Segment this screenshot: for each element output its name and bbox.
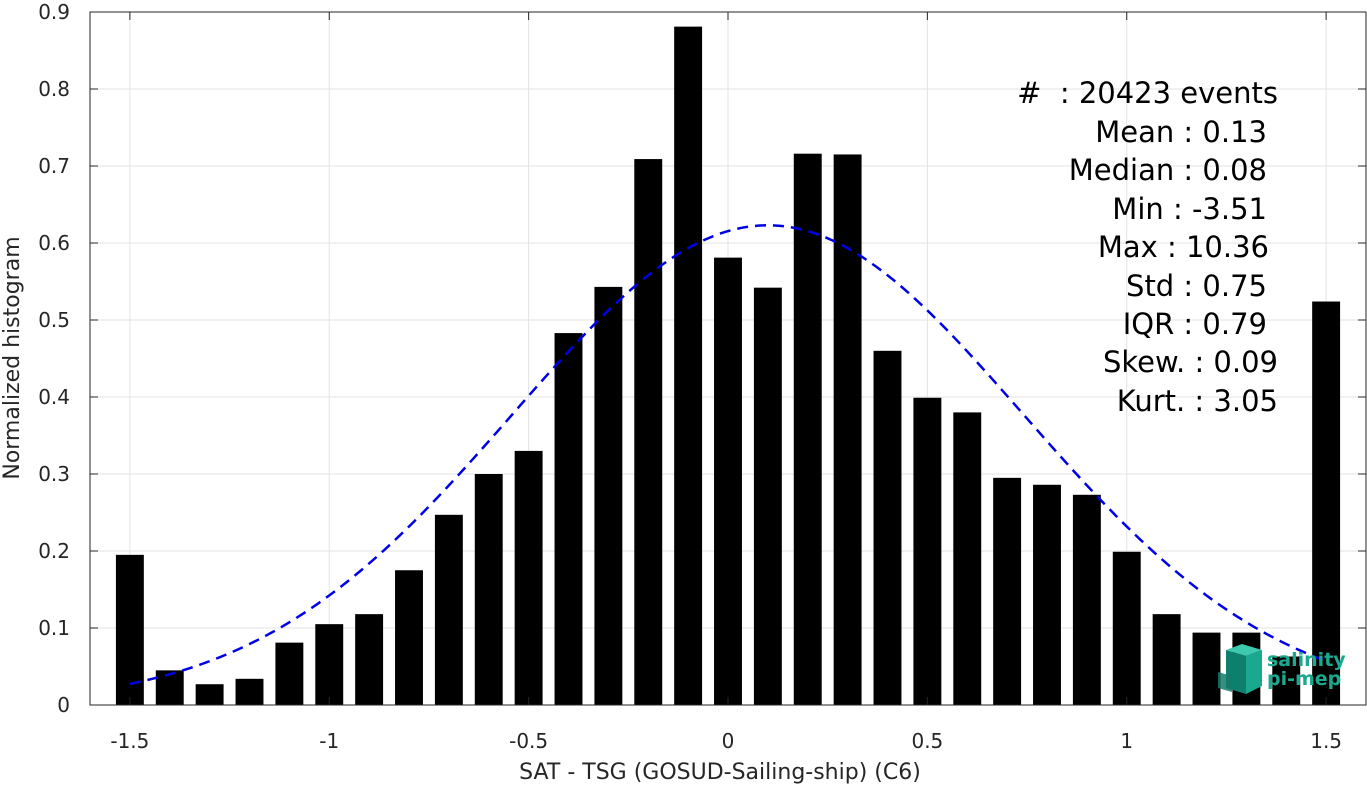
histogram-bar	[594, 286, 623, 705]
stat-std: Std : 0.75	[1126, 269, 1267, 303]
x-tick-label: 1	[1120, 729, 1133, 753]
stat-skew: Skew. : 0.09	[1103, 345, 1278, 379]
normal-fit-curve	[129, 224, 1327, 686]
histogram-bar	[1192, 632, 1221, 705]
histogram-bar	[195, 684, 224, 705]
histogram-bar	[1033, 484, 1061, 705]
y-tick-labels: 0 0.1 0.2 0.3 0.4 0.5 0.6 0.7 0.8 0.9	[38, 0, 70, 717]
histogram-bars	[115, 26, 1341, 705]
stat-median: Median : 0.08	[1069, 153, 1267, 187]
x-tick-label: -1.5	[110, 729, 149, 753]
axis-ticks	[90, 11, 1366, 706]
histogram-bar	[674, 26, 703, 705]
y-tick-label: 0	[57, 693, 70, 717]
y-tick-label: 0.1	[38, 616, 70, 640]
stat-kurt: Kurt. : 3.05	[1117, 384, 1278, 418]
stat-iqr: IQR : 0.79	[1123, 307, 1267, 341]
y-tick-label: 0.8	[38, 77, 70, 101]
histogram-bar	[355, 614, 384, 705]
histogram-bar	[474, 474, 503, 705]
y-tick-label: 0.3	[38, 462, 70, 486]
histogram-bar	[993, 477, 1022, 705]
stat-min: Min : -3.51	[1112, 192, 1267, 226]
histogram-bar	[753, 287, 782, 705]
logo-cube-icon	[1218, 644, 1262, 694]
x-tick-label: -0.5	[509, 729, 548, 753]
histogram-bar	[793, 153, 822, 705]
stat-mean: Mean : 0.13	[1095, 115, 1267, 149]
histogram-bar	[833, 154, 862, 705]
histogram-bar	[155, 670, 184, 705]
histogram-bar	[235, 678, 264, 705]
histogram-bar	[275, 642, 304, 705]
histogram-bar	[1272, 656, 1301, 705]
y-tick-label: 0.6	[38, 231, 70, 255]
histogram-bar	[514, 450, 543, 705]
logo-line-2: pi-mep	[1267, 668, 1341, 690]
histogram-bar	[434, 514, 463, 705]
stat-events: # : 20423 events	[1017, 76, 1278, 110]
histogram-bar	[115, 554, 144, 705]
stat-max: Max : 10.36	[1098, 230, 1269, 264]
histogram-bar	[953, 412, 982, 705]
y-axis-title: Normalized histogram	[0, 236, 25, 479]
y-tick-label: 0.7	[38, 154, 70, 178]
histogram-bar	[554, 333, 583, 705]
histogram-bar	[873, 350, 902, 705]
histogram-bar	[634, 159, 663, 705]
logo-line-1: salinity	[1267, 649, 1346, 671]
y-tick-label: 0.4	[38, 385, 70, 409]
x-tick-label: 0.5	[911, 729, 943, 753]
histogram-bar	[1072, 494, 1101, 705]
histogram-bar	[315, 624, 344, 705]
histogram-bar	[1152, 614, 1181, 705]
x-tick-label: -1	[319, 729, 339, 753]
y-tick-label: 0.9	[38, 0, 70, 24]
histogram-bar	[714, 257, 742, 705]
x-tick-label: 0	[722, 729, 735, 753]
histogram-bar	[395, 570, 423, 705]
histogram-bar	[1312, 301, 1341, 705]
histogram-bar	[1112, 551, 1141, 705]
salinity-pimep-logo: salinity pi-mep	[1218, 644, 1346, 694]
x-tick-labels: -1.5 -1 -0.5 0 0.5 1 1.5	[110, 729, 1342, 753]
y-tick-label: 0.2	[38, 539, 70, 563]
y-tick-label: 0.5	[38, 308, 70, 332]
statistics-box: # : 20423 events Mean : 0.13 Median : 0.…	[1017, 76, 1278, 418]
histogram-bar	[913, 397, 942, 705]
x-axis-title: SAT - TSG (GOSUD-Sailing-ship) (C6)	[519, 760, 921, 785]
x-tick-label: 1.5	[1310, 729, 1342, 753]
